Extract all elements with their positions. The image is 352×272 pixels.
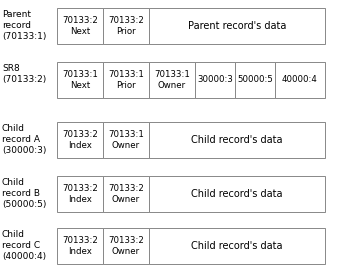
Text: 70133:2
Index: 70133:2 Index bbox=[62, 130, 98, 150]
Bar bbox=[57, 122, 103, 158]
Text: 50000:5: 50000:5 bbox=[237, 76, 273, 85]
Text: Child
record C
(40000:4): Child record C (40000:4) bbox=[2, 230, 46, 261]
Bar bbox=[103, 176, 149, 212]
Bar bbox=[149, 8, 325, 44]
Bar bbox=[275, 62, 325, 98]
Bar bbox=[103, 62, 149, 98]
Bar bbox=[57, 176, 103, 212]
Text: 70133:2
Prior: 70133:2 Prior bbox=[108, 16, 144, 36]
Text: 70133:1
Owner: 70133:1 Owner bbox=[154, 70, 190, 90]
Bar bbox=[149, 228, 325, 264]
Bar bbox=[103, 228, 149, 264]
Text: 70133:1
Next: 70133:1 Next bbox=[62, 70, 98, 90]
Bar bbox=[57, 228, 103, 264]
Bar bbox=[149, 176, 325, 212]
Text: 70133:2
Owner: 70133:2 Owner bbox=[108, 184, 144, 204]
Text: Child record's data: Child record's data bbox=[191, 241, 283, 251]
Text: 70133:1
Owner: 70133:1 Owner bbox=[108, 130, 144, 150]
Text: Parent
record
(70133:1): Parent record (70133:1) bbox=[2, 10, 46, 41]
Text: 70133:2
Next: 70133:2 Next bbox=[62, 16, 98, 36]
Text: 70133:1
Prior: 70133:1 Prior bbox=[108, 70, 144, 90]
Text: Child
record B
(50000:5): Child record B (50000:5) bbox=[2, 178, 46, 209]
Bar bbox=[57, 8, 103, 44]
Bar bbox=[103, 8, 149, 44]
Text: Child
record A
(30000:3): Child record A (30000:3) bbox=[2, 124, 46, 155]
Bar bbox=[235, 62, 275, 98]
Text: Child record's data: Child record's data bbox=[191, 189, 283, 199]
Text: 40000:4: 40000:4 bbox=[282, 76, 318, 85]
Text: Child record's data: Child record's data bbox=[191, 135, 283, 145]
Text: 70133:2
Index: 70133:2 Index bbox=[62, 236, 98, 256]
Text: 70133:2
Index: 70133:2 Index bbox=[62, 184, 98, 204]
Bar bbox=[149, 62, 195, 98]
Text: 30000:3: 30000:3 bbox=[197, 76, 233, 85]
Bar bbox=[103, 122, 149, 158]
Bar bbox=[57, 62, 103, 98]
Text: SR8
(70133:2): SR8 (70133:2) bbox=[2, 64, 46, 84]
Bar bbox=[195, 62, 235, 98]
Text: Parent record's data: Parent record's data bbox=[188, 21, 286, 31]
Text: 70133:2
Owner: 70133:2 Owner bbox=[108, 236, 144, 256]
Bar bbox=[149, 122, 325, 158]
